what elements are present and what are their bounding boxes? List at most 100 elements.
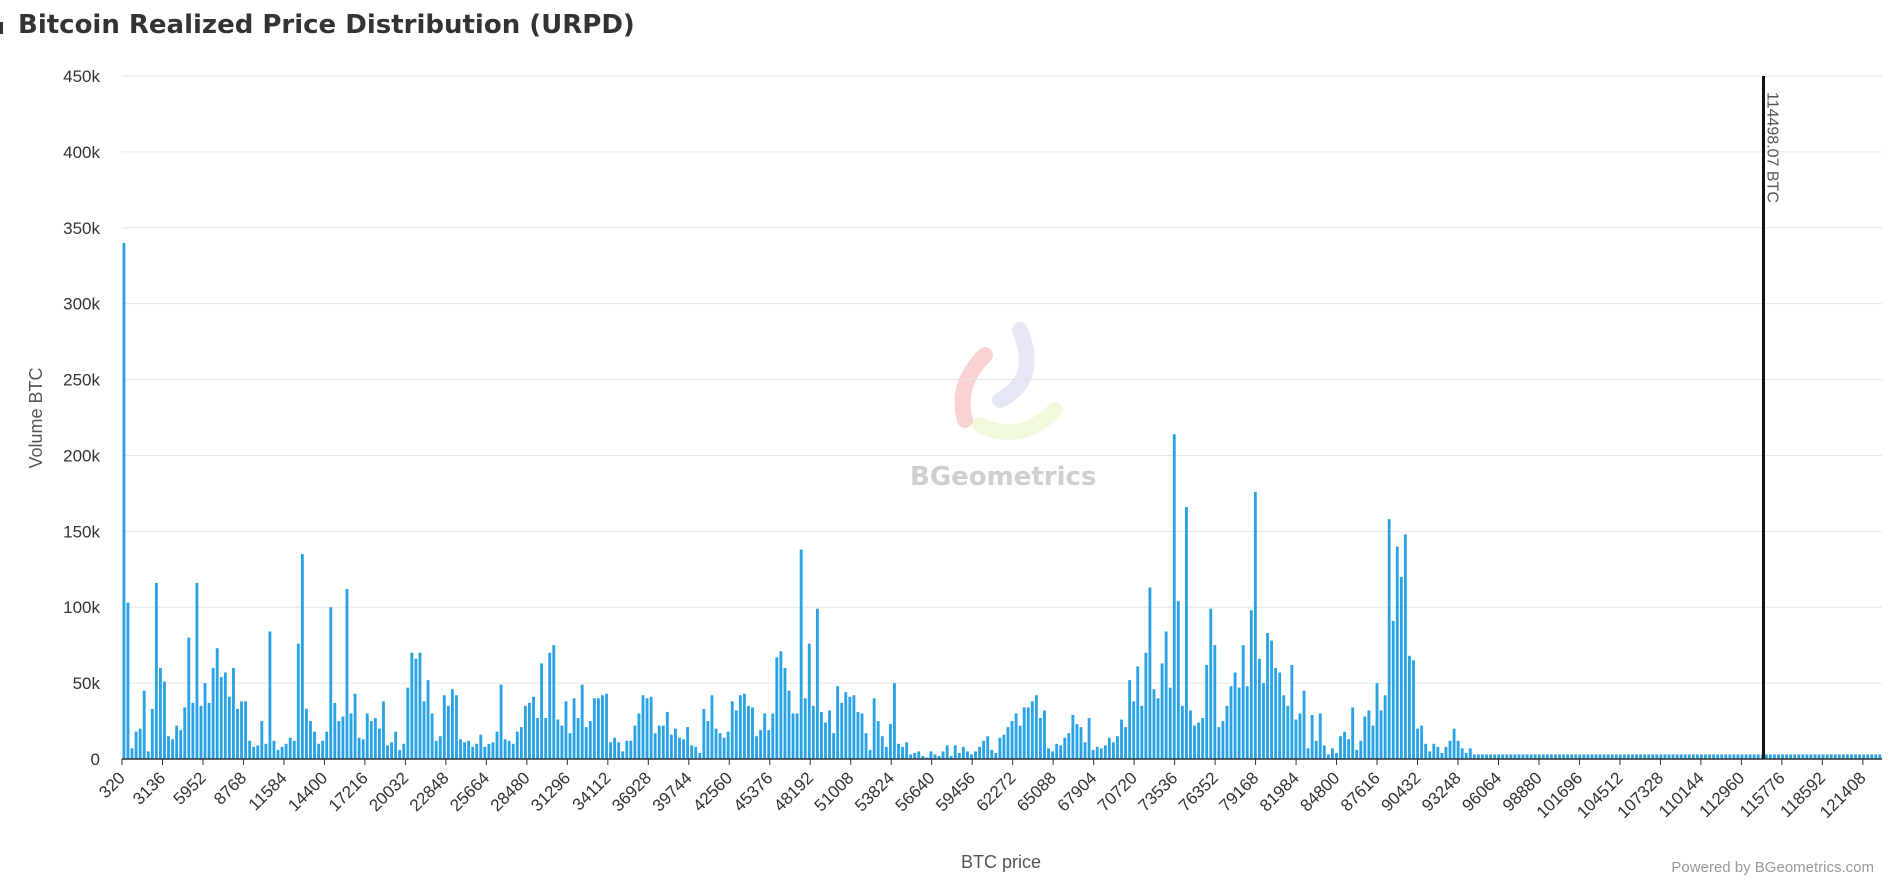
bar [795, 713, 799, 759]
bar [1034, 695, 1038, 759]
bar [1773, 754, 1776, 759]
bar [1306, 748, 1310, 759]
bar [503, 739, 507, 759]
bar [994, 752, 998, 759]
bar [410, 652, 414, 759]
bar [1789, 754, 1793, 759]
bar [933, 754, 937, 759]
bar [1537, 754, 1541, 759]
bars [122, 242, 1882, 759]
bar [836, 686, 840, 759]
grid-lines [122, 75, 1882, 684]
bar [1408, 655, 1411, 759]
bar [1237, 687, 1241, 759]
bar [1647, 754, 1651, 759]
bar [1489, 754, 1492, 759]
bar [649, 696, 653, 759]
bar [544, 718, 548, 759]
bar [949, 755, 953, 759]
bar [629, 740, 633, 759]
bar [1675, 754, 1679, 759]
watermark-text: BGeometrics [910, 462, 1097, 492]
bar [1403, 534, 1407, 759]
bar [1391, 620, 1395, 759]
bar [1752, 754, 1756, 759]
bar [734, 710, 738, 759]
bar [1002, 734, 1006, 759]
x-tick-label: 51008 [811, 768, 858, 815]
bar [1610, 754, 1614, 759]
bar [1837, 754, 1841, 759]
bar [1756, 754, 1760, 759]
bar [966, 751, 969, 759]
bar [203, 683, 207, 759]
bar [1140, 705, 1144, 759]
bar [1217, 727, 1221, 759]
x-tick-label: 34112 [569, 768, 615, 814]
bar [442, 695, 446, 759]
bar [1464, 752, 1468, 759]
bar [1829, 754, 1833, 759]
bar [134, 731, 138, 759]
bar [154, 582, 158, 759]
y-tick-label: 100k [63, 598, 100, 617]
bar [1764, 754, 1768, 759]
bar [1083, 742, 1087, 759]
bar [459, 739, 462, 759]
bar [1509, 754, 1513, 759]
bar [1339, 736, 1342, 759]
bar [394, 731, 398, 759]
x-tick-label: 121408 [1816, 768, 1870, 822]
bar [284, 743, 288, 759]
bar [1038, 718, 1042, 759]
bar [548, 652, 552, 759]
bar [876, 721, 880, 759]
bar [1180, 705, 1184, 759]
bar [1517, 754, 1521, 759]
bar [1286, 705, 1290, 759]
bar [661, 725, 665, 759]
bar [1671, 754, 1675, 759]
x-tick-label: 59456 [932, 768, 979, 815]
bar [1160, 663, 1164, 759]
bar [872, 698, 876, 759]
bar [1578, 754, 1582, 759]
bar [1452, 728, 1456, 759]
bar [751, 707, 754, 759]
bar [625, 740, 629, 759]
bar [219, 677, 223, 759]
x-tick-label: 3136 [129, 768, 169, 808]
bar [1858, 754, 1862, 759]
bar [1026, 707, 1030, 759]
bar [1695, 754, 1699, 759]
bar [150, 708, 154, 759]
bar [1298, 713, 1302, 759]
bar [998, 737, 1002, 759]
bar [1351, 707, 1355, 759]
bar [1639, 754, 1643, 759]
bar [901, 746, 904, 759]
bar [694, 746, 698, 759]
bar [422, 701, 426, 759]
bar [596, 698, 600, 759]
x-tick-label: 79168 [1216, 768, 1263, 815]
bar [884, 746, 888, 759]
bar [1079, 727, 1083, 759]
bar [236, 708, 239, 759]
bar [1099, 748, 1103, 759]
bar [1720, 754, 1724, 759]
bar [1144, 652, 1148, 759]
bar [1549, 754, 1553, 759]
bar [1821, 754, 1825, 759]
bar [1387, 519, 1391, 759]
bar [580, 684, 584, 759]
bar [1270, 640, 1274, 759]
bar [1768, 754, 1772, 759]
bar [1172, 434, 1176, 759]
bar [893, 683, 896, 759]
watermark-logo-icon [954, 322, 1063, 441]
bar [710, 695, 714, 759]
x-tick-label: 90432 [1377, 768, 1424, 815]
bar [1448, 740, 1452, 759]
bar [1679, 754, 1683, 759]
